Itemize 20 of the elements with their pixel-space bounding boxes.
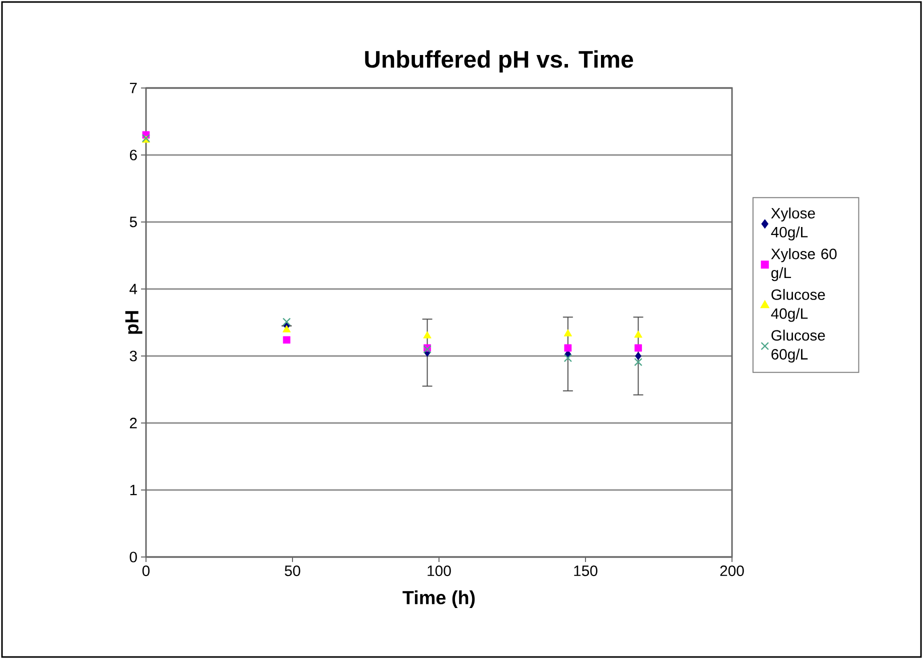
- y-tick-label: 4: [130, 284, 138, 294]
- x-tick-label: 50: [284, 566, 300, 576]
- y-tick-label: 3: [130, 350, 137, 362]
- x-tick-label: 0: [142, 566, 150, 576]
- x-tick-label: 200: [720, 566, 744, 576]
- legend-label: Xylose 60 g/L: [771, 248, 837, 282]
- legend-label: Xylose 40g/L: [771, 208, 815, 240]
- y-tick-label: 5: [130, 216, 137, 228]
- chart-title: Unbuffered pH vs. Time: [365, 50, 634, 73]
- x-axis-title: Time (h): [402, 590, 475, 608]
- y-tick-label: 7: [130, 82, 137, 94]
- x-tick-label: 150: [574, 566, 598, 576]
- x-tick-label: 100: [428, 566, 451, 576]
- y-axis-title: pH: [125, 311, 142, 334]
- y-tick-label: 6: [130, 150, 137, 160]
- y-tick-label: 1: [130, 484, 137, 496]
- y-tick-label: 0: [130, 552, 137, 562]
- y-tick-label: 2: [130, 418, 137, 428]
- legend-label: Glucose 40g/L: [771, 288, 825, 322]
- legend-label: Glucose 60g/L: [771, 330, 825, 363]
